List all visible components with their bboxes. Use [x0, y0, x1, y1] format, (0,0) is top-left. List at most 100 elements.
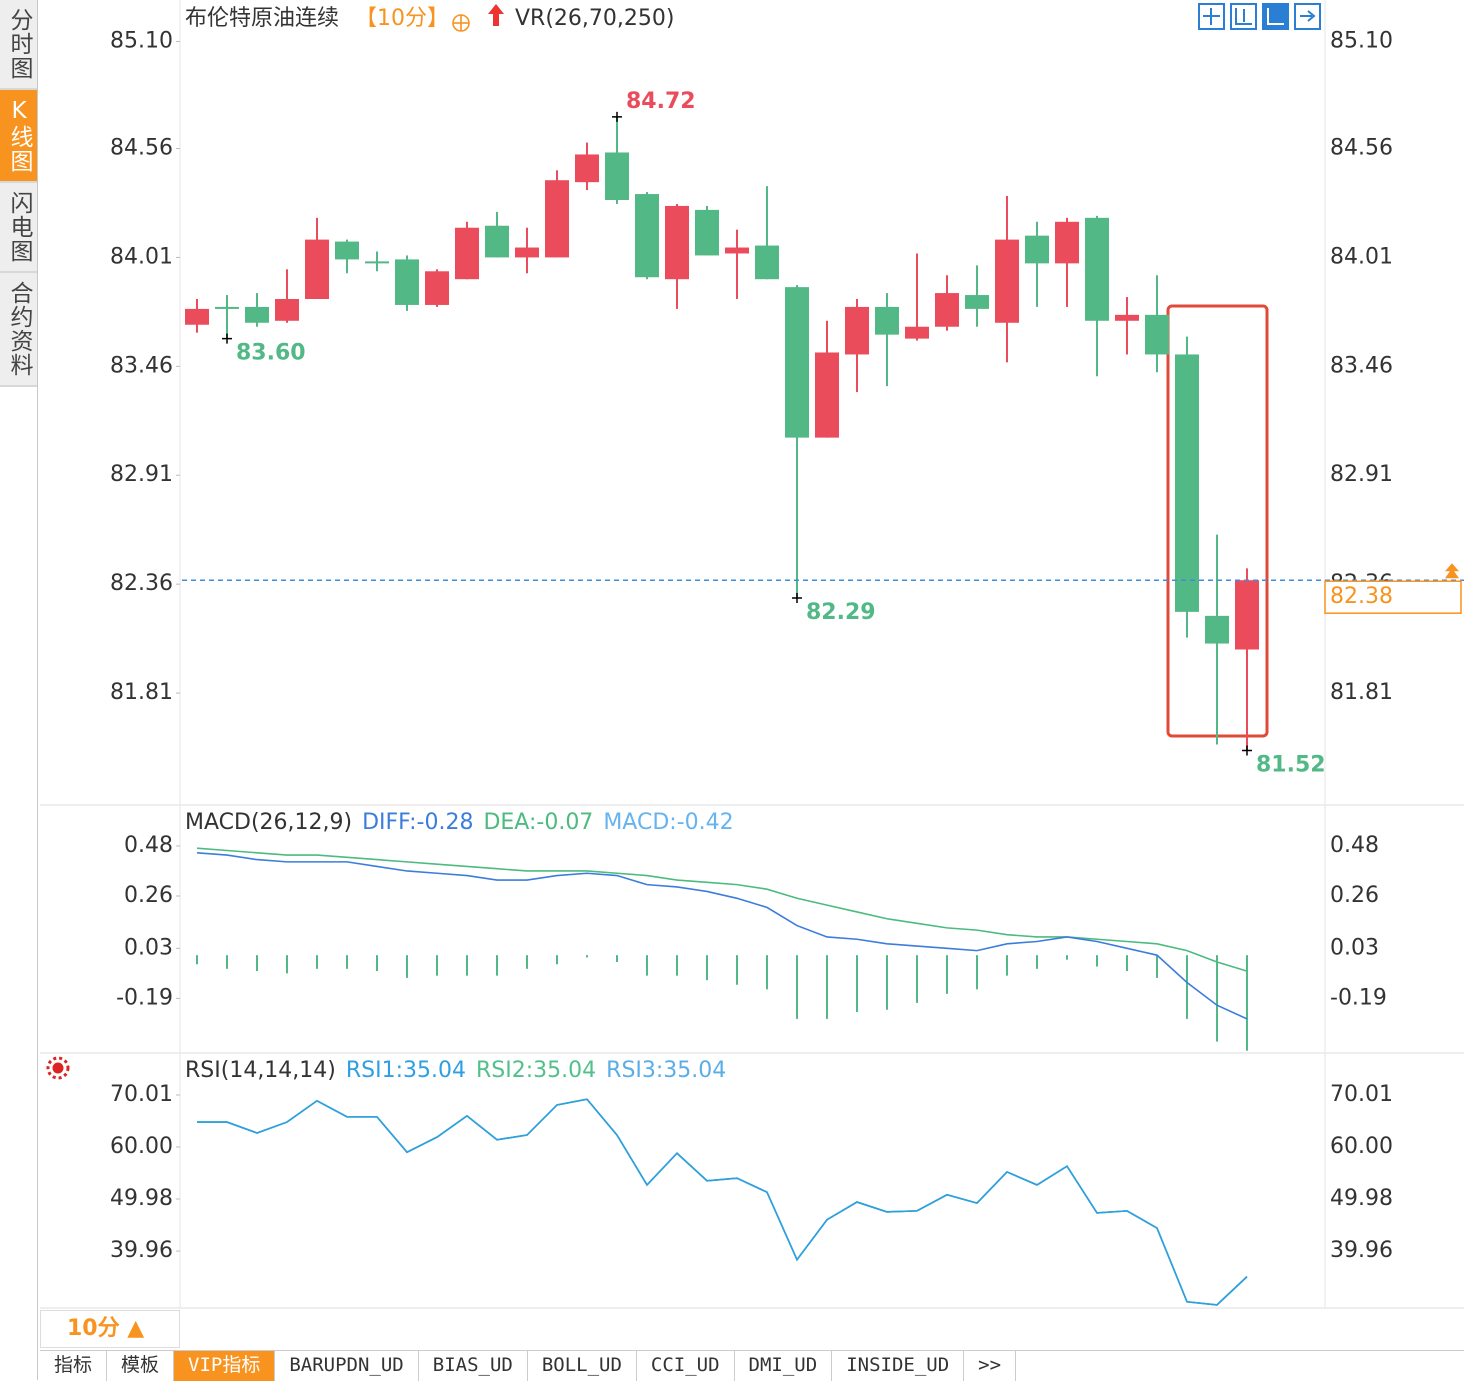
- y-tick-label: 0.48: [124, 833, 173, 858]
- candle-body: [1115, 314, 1139, 321]
- extreme-marker: [792, 593, 802, 604]
- pane-title: RSI(14,14,14): [185, 1058, 336, 1083]
- y-tick-label: 84.01: [110, 244, 173, 269]
- y-tick-label-right: 84.01: [1330, 244, 1393, 269]
- sidebar-tab[interactable]: K线图: [0, 90, 37, 183]
- legend-entry: RSI1:35.04: [346, 1058, 466, 1083]
- y-tick-label: 70.01: [110, 1082, 173, 1107]
- candle-body: [365, 261, 389, 264]
- indicator-settings-icon[interactable]: [46, 1056, 70, 1080]
- y-tick-label-right: -0.19: [1330, 985, 1387, 1010]
- legend-entry: DEA:-0.07: [483, 810, 593, 835]
- y-tick-label: 83.46: [110, 353, 173, 378]
- candle-body: [485, 225, 509, 258]
- add-icon[interactable]: [452, 14, 470, 32]
- indicator-tab[interactable]: BOLL_UD: [528, 1351, 637, 1381]
- candle-body: [335, 241, 359, 260]
- candle-body: [395, 259, 419, 305]
- candle-body: [1025, 235, 1049, 264]
- legend: MACD(26,12,9) DIFF:-0.28 DEA:-0.07 MACD:-0.…: [185, 810, 734, 835]
- y-tick-label-right: 39.96: [1330, 1238, 1393, 1263]
- candle-body: [905, 326, 929, 339]
- candle-body: [425, 271, 449, 305]
- candle-body: [1175, 354, 1199, 612]
- indicator-tab[interactable]: 指标: [40, 1351, 108, 1381]
- candle-body: [1085, 217, 1109, 321]
- candle-body: [515, 247, 539, 258]
- indicator-arrow-icon[interactable]: [488, 4, 504, 26]
- period-label: 【10分】: [355, 6, 449, 31]
- candle-body: [635, 194, 659, 278]
- chart-title: 布伦特原油连续: [185, 6, 339, 31]
- extreme-marker: [1242, 745, 1252, 756]
- legend-entry: DIFF:-0.28: [362, 810, 473, 835]
- candle-body: [935, 293, 959, 327]
- chart: 布伦特原油连续 【10分】 VR(26,70,250) 85.10 85.10 84…: [40, 0, 1464, 1309]
- period-selector[interactable]: 10分 ▲: [40, 1310, 180, 1348]
- legend-entry: RSI3:35.04: [606, 1058, 726, 1083]
- indicator-tab[interactable]: VIP指标: [174, 1351, 276, 1381]
- candle-body: [215, 306, 239, 309]
- candle-body: [755, 245, 779, 280]
- y-tick-label-right: 83.46: [1330, 353, 1393, 378]
- legend-entry: MACD:-0.42: [603, 810, 733, 835]
- candle-body: [785, 287, 809, 438]
- y-tick-label: 0.03: [124, 935, 173, 960]
- y-tick-label-right: 84.56: [1330, 136, 1393, 161]
- candle-body: [815, 352, 839, 438]
- candle-body: [605, 152, 629, 200]
- y-tick-label: 82.36: [110, 571, 173, 596]
- indicator-tab[interactable]: INSIDE_UD: [832, 1351, 965, 1381]
- y-tick-label-right: 82.91: [1330, 462, 1393, 487]
- candle-body: [845, 306, 869, 355]
- indicator-tab[interactable]: BIAS_UD: [419, 1351, 528, 1381]
- toolbar-icons[interactable]: [1198, 3, 1321, 30]
- extreme-label: 84.72: [626, 89, 696, 114]
- y-tick-label: 49.98: [110, 1186, 173, 1211]
- candle-body: [185, 308, 209, 325]
- candle-body: [245, 306, 269, 323]
- candle-body: [545, 180, 569, 258]
- sidebar: 分时图 K线图 闪电图 合约资料: [0, 0, 38, 1380]
- extreme-label: 81.52: [1256, 752, 1326, 777]
- y-tick-label: 81.81: [110, 680, 173, 705]
- indicator-tab[interactable]: BARUPDN_UD: [275, 1351, 419, 1381]
- extreme-label: 83.60: [236, 341, 306, 366]
- candle-body: [1055, 221, 1079, 264]
- extreme-marker: [222, 333, 232, 344]
- y-tick-label-right: 81.81: [1330, 680, 1393, 705]
- y-tick-label: 39.96: [110, 1238, 173, 1263]
- indicator-tabs: 指标 模板 VIP指标 BARUPDN_UD BIAS_UD BOLL_UD CCI_UD D…: [40, 1350, 1464, 1381]
- sidebar-tab[interactable]: 分时图: [0, 0, 37, 90]
- indicator-tab[interactable]: >>: [964, 1351, 1017, 1381]
- candle-body: [1145, 314, 1169, 355]
- last-price-box: [1324, 580, 1462, 614]
- series-line: [196, 851, 1248, 1020]
- indicator-tab[interactable]: DMI_UD: [735, 1351, 833, 1381]
- candle-body: [875, 306, 899, 335]
- series-line: [196, 847, 1248, 972]
- candle-body: [965, 295, 989, 309]
- y-tick-label-right: 0.03: [1330, 935, 1379, 960]
- candle-body: [1235, 580, 1259, 650]
- sidebar-tab[interactable]: 闪电图: [0, 183, 37, 273]
- y-tick-label-right: 60.00: [1330, 1134, 1393, 1159]
- legend-entry: RSI2:35.04: [476, 1058, 596, 1083]
- series-line: [197, 1098, 1248, 1306]
- y-tick-label: 0.26: [124, 883, 173, 908]
- candle-body: [575, 154, 599, 183]
- pane-title: MACD(26,12,9): [185, 810, 352, 835]
- y-tick-label-right: 85.10: [1330, 29, 1393, 54]
- candle-body: [455, 227, 479, 280]
- extreme-marker: [612, 111, 622, 122]
- candle-body: [995, 239, 1019, 323]
- candle-body: [695, 209, 719, 256]
- y-tick-label-right: 49.98: [1330, 1186, 1393, 1211]
- last-price-arrow: [1445, 563, 1459, 579]
- indicator-tab[interactable]: 模板: [107, 1351, 175, 1381]
- indicator-tab[interactable]: CCI_UD: [637, 1351, 735, 1381]
- sidebar-tab[interactable]: 合约资料: [0, 273, 37, 387]
- candle-body: [275, 299, 299, 321]
- candle-body: [725, 247, 749, 254]
